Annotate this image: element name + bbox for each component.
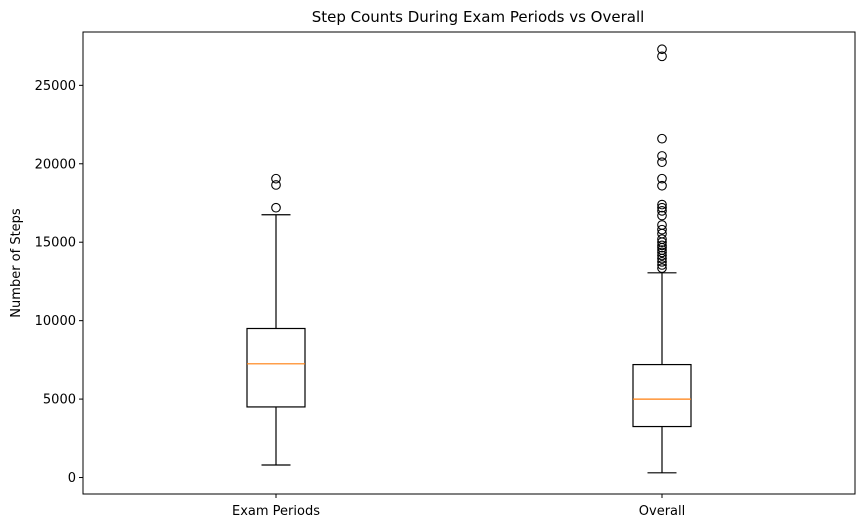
- y-tick-label: 25000: [35, 79, 76, 94]
- outlier-point: [657, 199, 667, 210]
- outlier-point: [657, 256, 667, 267]
- outlier-point: [657, 220, 667, 230]
- chart-title: Step Counts During Exam Periods vs Overa…: [312, 8, 645, 26]
- outlier-point: [657, 180, 667, 191]
- outlier-point: [657, 234, 667, 244]
- outlier-point: [657, 205, 667, 216]
- plot-frame: [82, 31, 856, 495]
- outlier-point: [271, 202, 281, 213]
- y-tick-label: 15000: [35, 236, 76, 251]
- y-axis: 0 5000 10000 15000 20000 25000: [35, 79, 83, 486]
- outlier-point: [657, 202, 667, 213]
- x-tick-label: Exam Periods: [232, 504, 320, 519]
- y-tick-label: 5000: [43, 393, 76, 408]
- box: [632, 363, 692, 428]
- y-tick-label: 20000: [35, 157, 76, 172]
- outlier-point: [657, 51, 667, 62]
- x-axis: Exam Periods Overall: [232, 494, 685, 519]
- outlier-point: [657, 157, 667, 168]
- outlier-point: [657, 210, 667, 221]
- outlier-point: [657, 173, 667, 184]
- outlier-point: [657, 151, 667, 161]
- outlier-point: [657, 245, 667, 255]
- boxplot-group: [632, 44, 692, 474]
- y-axis-title: Number of Steps: [9, 208, 24, 318]
- box: [246, 327, 306, 408]
- outlier-point: [657, 224, 667, 235]
- boxplot-group: [246, 173, 306, 466]
- plot-content: [246, 44, 692, 474]
- outlier-point: [657, 263, 667, 273]
- outlier-point: [657, 260, 667, 270]
- outlier-point: [271, 173, 281, 184]
- x-tick-label: Overall: [639, 504, 685, 519]
- outlier-point: [657, 133, 667, 144]
- outlier-point: [657, 250, 667, 261]
- outlier-point: [657, 247, 667, 258]
- y-tick-label: 10000: [35, 314, 76, 329]
- outlier-point: [271, 180, 281, 190]
- outlier-point: [657, 240, 667, 251]
- y-tick-label: 0: [68, 471, 76, 486]
- outlier-point: [657, 44, 667, 55]
